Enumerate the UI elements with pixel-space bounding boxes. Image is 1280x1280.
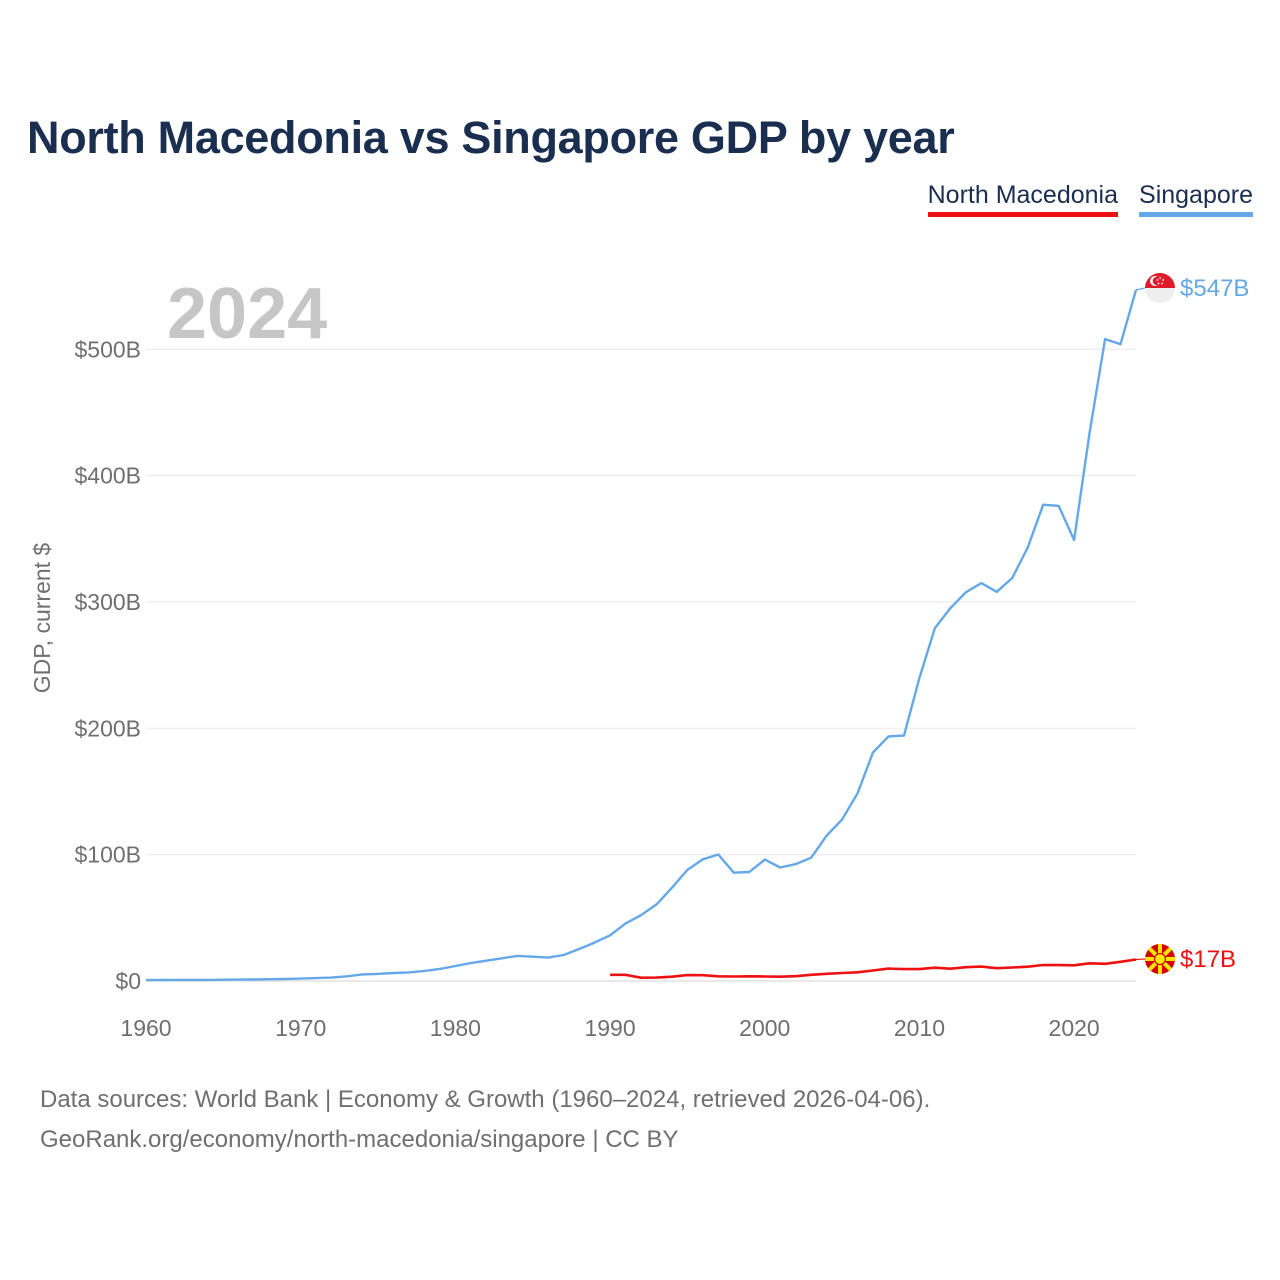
footer: Data sources: World Bank | Economy & Gro…	[40, 1080, 930, 1160]
singapore-series-line	[145, 289, 1138, 982]
x-tick-label: 2000	[739, 1015, 790, 1041]
singapore-end-connector	[1135, 287, 1146, 291]
x-tick-label: 1960	[120, 1015, 171, 1041]
x-tick-label: 2020	[1049, 1015, 1100, 1041]
north-macedonia-series-line	[610, 958, 1137, 980]
legend-singapore[interactable]: Singapore	[1139, 181, 1253, 217]
singapore-end-value-label: $547B	[1180, 275, 1249, 302]
footer-sources: Data sources: World Bank | Economy & Gro…	[40, 1086, 931, 1113]
y-tick-label: $500B	[74, 336, 141, 362]
north-macedonia-end-connector	[1135, 958, 1146, 961]
year-watermark: 2024	[167, 274, 327, 354]
y-tick-label: $300B	[74, 589, 141, 615]
x-tick-label: 1970	[275, 1015, 326, 1041]
gdp-line-chart: $0 $100B $200B $300B $400B $500B 1960 1970 1980 1…	[29, 273, 1249, 1041]
y-tick-label: $400B	[74, 463, 141, 489]
y-axis-label: GDP, current $	[29, 543, 55, 694]
y-tick-label: $0	[115, 968, 141, 994]
y-tick-label: $100B	[74, 842, 141, 868]
x-tick-label: 1980	[430, 1015, 481, 1041]
north-macedonia-flag-icon	[1145, 944, 1175, 974]
chart-title: North Macedonia vs Singapore GDP by year	[27, 112, 955, 163]
north-macedonia-end-value-label: $17B	[1180, 946, 1236, 973]
y-tick-label: $200B	[74, 715, 141, 741]
singapore-flag-icon	[1145, 273, 1175, 303]
footer-attribution[interactable]: GeoRank.org/economy/north-macedonia/sing…	[40, 1126, 679, 1153]
x-tick-label: 1990	[584, 1015, 635, 1041]
x-tick-label: 2010	[894, 1015, 945, 1041]
legend-north-macedonia[interactable]: North Macedonia	[927, 181, 1118, 217]
